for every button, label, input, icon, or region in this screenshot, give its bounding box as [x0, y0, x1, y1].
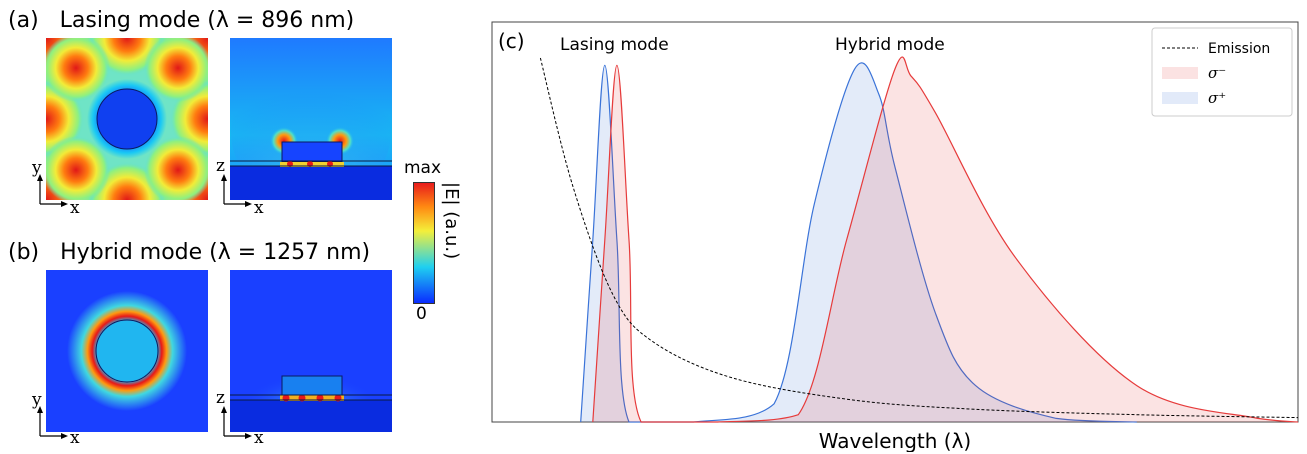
series-emission-line	[539, 57, 1299, 419]
panel-b-top-axes-icon	[37, 406, 68, 439]
series-sigma-plus-area	[580, 62, 1137, 422]
colorbar	[413, 182, 435, 304]
panel-b-heading: (b) Hybrid mode (λ = 1257 nm)	[8, 240, 370, 265]
panel-a-side-axes-icon	[221, 174, 252, 207]
spectrum-chart: (c) Lasing mode Hybrid mode Wavelength (…	[491, 21, 1299, 452]
lasing-mode-side-view-map	[230, 38, 392, 200]
legend-sigma-plus-label: σ⁺	[1208, 89, 1226, 107]
series-sigma-plus-line	[580, 62, 1137, 423]
panel-b-title: Hybrid mode (λ = 1257 nm)	[60, 240, 371, 265]
annotation-lasing-mode: Lasing mode	[560, 35, 669, 55]
legend-emission-label: Emission	[1208, 41, 1270, 57]
x-axis-label: Wavelength (λ)	[819, 429, 971, 452]
panel-a-side-x-label: x	[254, 198, 264, 218]
panel-b-side-x-label: x	[254, 428, 264, 448]
panel-b-top-y-label: y	[32, 390, 42, 410]
lasing-mode-top-view-map	[46, 38, 208, 200]
series-sigma-minus-area	[592, 57, 1298, 422]
legend-sigma-minus-swatch	[1162, 67, 1198, 79]
panel-b-top-x-label: x	[70, 428, 80, 448]
panel-a-top-y-label: y	[32, 158, 42, 178]
panel-a-heading: (a) Lasing mode (λ = 896 nm)	[8, 8, 354, 33]
panel-a-tag: (a)	[8, 8, 39, 33]
legend-sigma-minus-label: σ⁻	[1208, 64, 1226, 82]
colorbar-max-label: max	[404, 158, 442, 178]
panel-b-side-z-label: z	[216, 388, 225, 408]
panel-a-top-axes-icon	[37, 174, 68, 207]
annotation-hybrid-mode: Hybrid mode	[835, 35, 945, 55]
panel-a-top-x-label: x	[70, 198, 80, 218]
legend-sigma-plus-swatch	[1162, 92, 1198, 104]
series-sigma-minus-line	[592, 56, 1299, 423]
panel-a-title: Lasing mode (λ = 896 nm)	[59, 8, 355, 33]
hybrid-mode-side-view-map	[230, 270, 392, 432]
series-layer	[539, 56, 1299, 423]
chart-panel-tag: (c)	[498, 29, 525, 53]
panel-b-tag: (b)	[8, 240, 40, 265]
hybrid-mode-top-view-map	[46, 270, 208, 432]
colorbar-min-label: 0	[416, 304, 427, 324]
colorbar-quantity-label: |E| (a.u.)	[441, 182, 462, 260]
panel-a-side-z-label: z	[216, 156, 225, 176]
chart-legend: Emission σ⁻ σ⁺	[1151, 27, 1293, 117]
chart-plot-frame	[491, 21, 1299, 423]
panel-b-side-axes-icon	[221, 406, 252, 439]
